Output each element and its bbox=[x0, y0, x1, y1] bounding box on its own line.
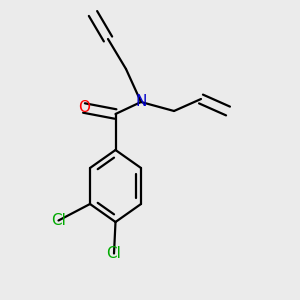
Text: Cl: Cl bbox=[106, 246, 122, 261]
Text: O: O bbox=[78, 100, 90, 116]
Text: Cl: Cl bbox=[51, 213, 66, 228]
Text: N: N bbox=[135, 94, 147, 110]
